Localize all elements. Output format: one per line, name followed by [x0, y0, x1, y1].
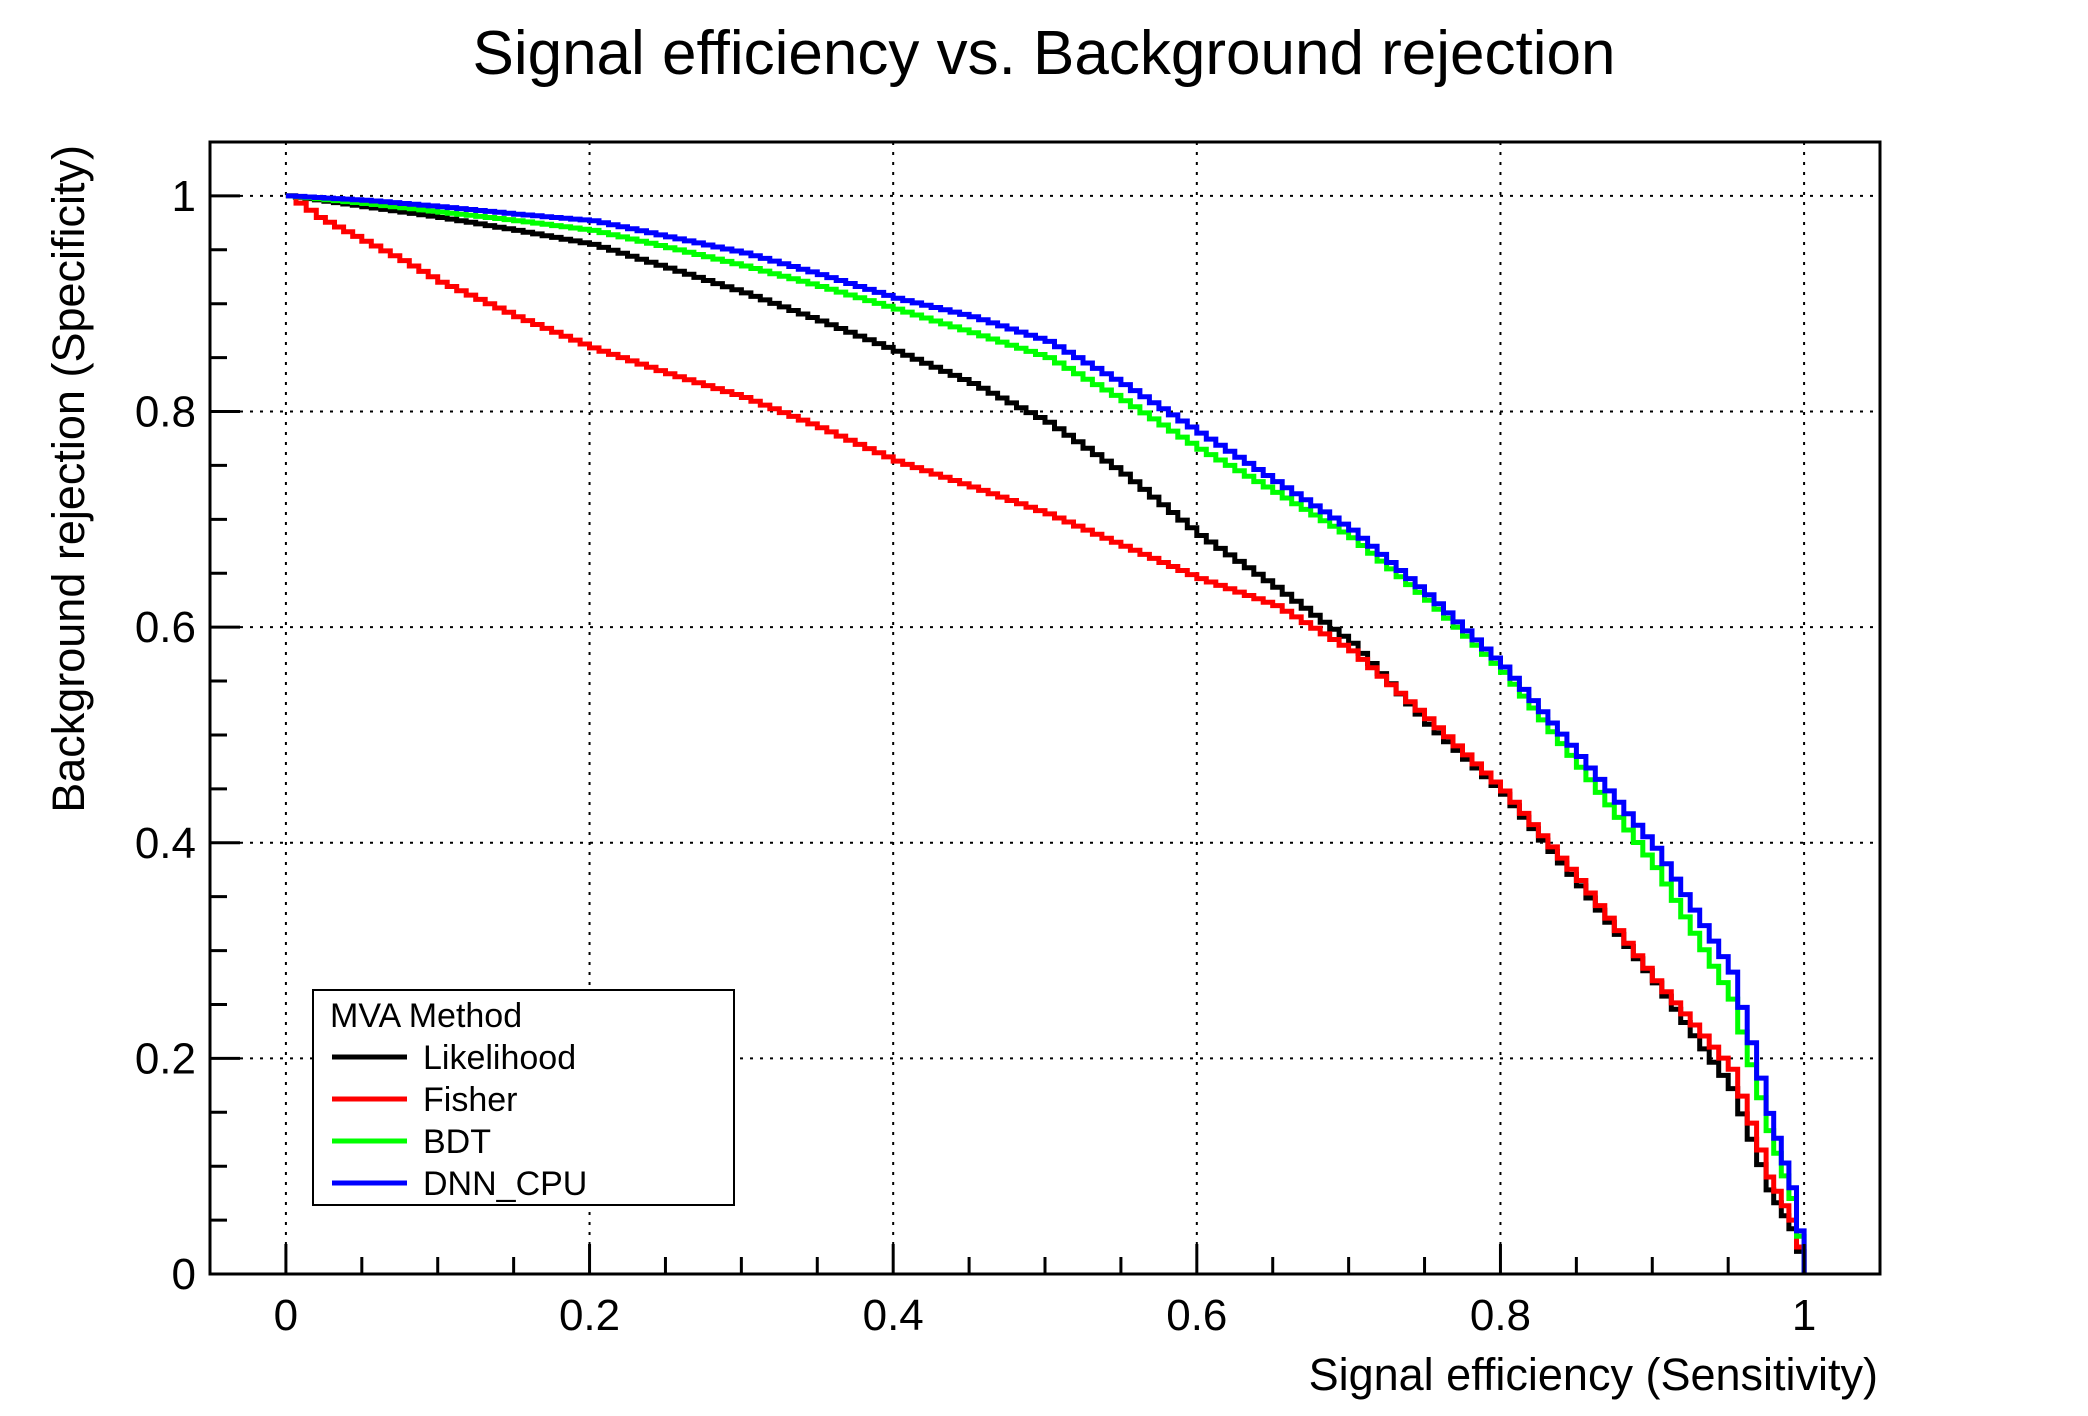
y-axis-title: Background rejection (Specificity)	[43, 145, 94, 813]
y-tick-label: 0.8	[135, 388, 196, 437]
curve-likelihood	[285, 193, 1807, 1274]
x-tick-label: 0.6	[1166, 1291, 1227, 1340]
legend-label-likelihood: Likelihood	[423, 1039, 576, 1077]
y-tick-label: 0.6	[135, 603, 196, 652]
x-tick-label: 1	[1792, 1291, 1816, 1340]
x-tick-label: 0.8	[1470, 1291, 1531, 1340]
y-tick-label: 0.4	[135, 819, 196, 868]
gridlines	[210, 142, 1880, 1274]
legend-label-fisher: Fisher	[423, 1081, 517, 1119]
x-tick-label: 0	[274, 1291, 298, 1340]
legend-label-bdt: BDT	[423, 1123, 491, 1161]
curve-dnn_cpu	[285, 193, 1807, 1274]
y-tick-label: 1	[172, 172, 196, 221]
curve-bdt	[285, 193, 1807, 1274]
legend-label-dnn_cpu: DNN_CPU	[423, 1165, 587, 1203]
chart-title: Signal efficiency vs. Background rejecti…	[472, 19, 1615, 88]
legend-entries: Likelihood Fisher BDT DNN_CPU	[332, 1039, 587, 1203]
legend: MVA Method Likelihood Fisher BDT DNN_CPU	[312, 989, 735, 1206]
curve-fisher	[285, 193, 1807, 1274]
tick-labels: 0 0.2 0.4 0.6 0.8 1 0 0.2 0.4 0.6 0.8 1	[135, 172, 1817, 1340]
x-axis-title: Signal efficiency (Sensitivity)	[1309, 1349, 1878, 1400]
legend-title: MVA Method	[330, 997, 522, 1035]
y-tick-label: 0.2	[135, 1034, 196, 1083]
y-tick-label: 0	[172, 1250, 196, 1299]
x-tick-label: 0.2	[559, 1291, 620, 1340]
curves	[285, 193, 1807, 1274]
x-tick-label: 0.4	[863, 1291, 924, 1340]
axis-ticks	[210, 194, 1806, 1276]
